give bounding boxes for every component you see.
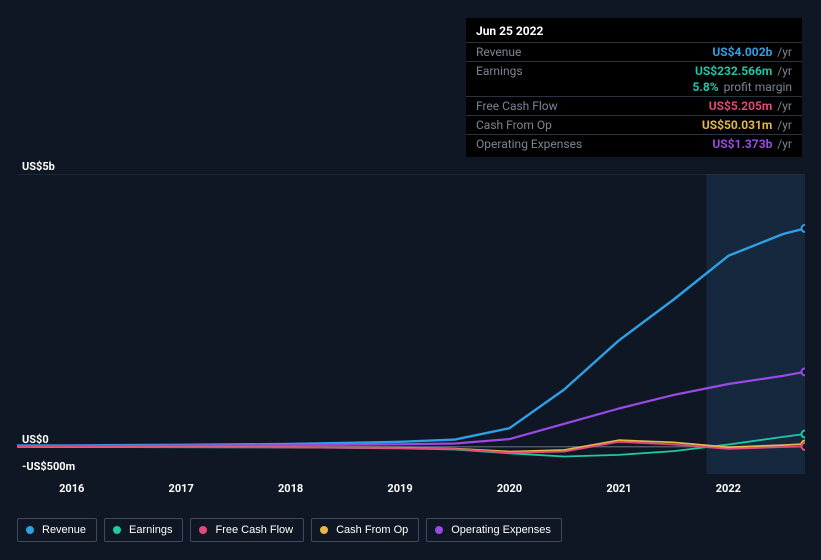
legend-dot-icon [199,526,207,534]
legend-dot-icon [113,526,121,534]
forecast-band [707,174,806,474]
x-axis-label: 2021 [606,482,631,495]
chart-plot[interactable] [17,174,805,474]
tooltip-row-label: Operating Expenses [476,137,582,151]
tooltip-row-value: US$232.566m [695,64,772,78]
tooltip-row-unit: /yr [774,64,792,78]
tooltip-sub-value: 5.8% [693,80,719,94]
legend-label: Operating Expenses [451,524,551,536]
chart-tooltip: Jun 25 2022 RevenueUS$4.002b /yrEarnings… [466,18,802,157]
series-marker [802,443,806,450]
tooltip-row-label: Revenue [476,45,521,59]
x-axis-label: 2016 [59,482,84,495]
tooltip-row: Earnings US$232.566m /yr [466,61,802,80]
financials-chart: US$5bUS$0-US$500m 2016201720182019202020… [17,160,805,480]
tooltip-row-unit: /yr [774,118,792,132]
tooltip-subrow: .5.8% profit margin [466,80,802,96]
chart-legend: Revenue Earnings Free Cash Flow Cash From O… [17,518,562,542]
legend-label: Cash From Op [336,524,408,536]
tooltip-rows: RevenueUS$4.002b /yrEarningsUS$232.566m … [466,42,802,153]
y-axis-label: US$5b [22,160,55,173]
series-revenue [17,228,805,445]
x-axis-label: 2020 [497,482,522,495]
legend-label: Earnings [129,524,172,536]
x-axis-label: 2019 [387,482,412,495]
series-marker [802,368,806,375]
tooltip-row-label: Earnings [476,64,523,78]
legend-item-earnings[interactable]: Earnings [104,518,183,542]
legend-item-free-cash-flow[interactable]: Free Cash Flow [190,518,304,542]
tooltip-row-unit: /yr [774,137,792,151]
tooltip-row-value: US$1.373b [712,137,772,151]
tooltip-row: Revenue US$4.002b /yr [466,42,802,61]
tooltip-row-value: US$5.205m [709,99,773,113]
series-marker [802,225,806,232]
tooltip-row: Operating Expenses US$1.373b /yr [466,134,802,153]
tooltip-row-unit: /yr [774,45,792,59]
legend-dot-icon [26,526,34,534]
legend-label: Free Cash Flow [215,524,293,536]
tooltip-date: Jun 25 2022 [466,24,802,42]
legend-item-operating-expenses[interactable]: Operating Expenses [426,518,562,542]
legend-dot-icon [435,526,443,534]
series-operating-expenses [17,372,805,446]
tooltip-row-value: US$4.002b [712,45,772,59]
legend-label: Revenue [42,524,86,536]
legend-item-revenue[interactable]: Revenue [17,518,97,542]
legend-dot-icon [320,526,328,534]
x-axis-label: 2018 [278,482,303,495]
x-axis-label: 2022 [716,482,741,495]
tooltip-row-label: Free Cash Flow [476,99,558,113]
tooltip-row: Free Cash Flow US$5.205m /yr [466,96,802,115]
x-axis-labels: 2016 2017 2018 2019 2020 2021 2022 [17,482,805,500]
tooltip-row-unit: /yr [774,99,792,113]
tooltip-sub-text: profit margin [721,80,792,94]
series-marker [802,431,806,438]
tooltip-row-label: Cash From Op [476,118,552,132]
tooltip-row-value: US$50.031m [702,118,772,132]
legend-item-cash-from-op[interactable]: Cash From Op [311,518,419,542]
x-axis-label: 2017 [169,482,194,495]
tooltip-row: Cash From Op US$50.031m /yr [466,115,802,134]
